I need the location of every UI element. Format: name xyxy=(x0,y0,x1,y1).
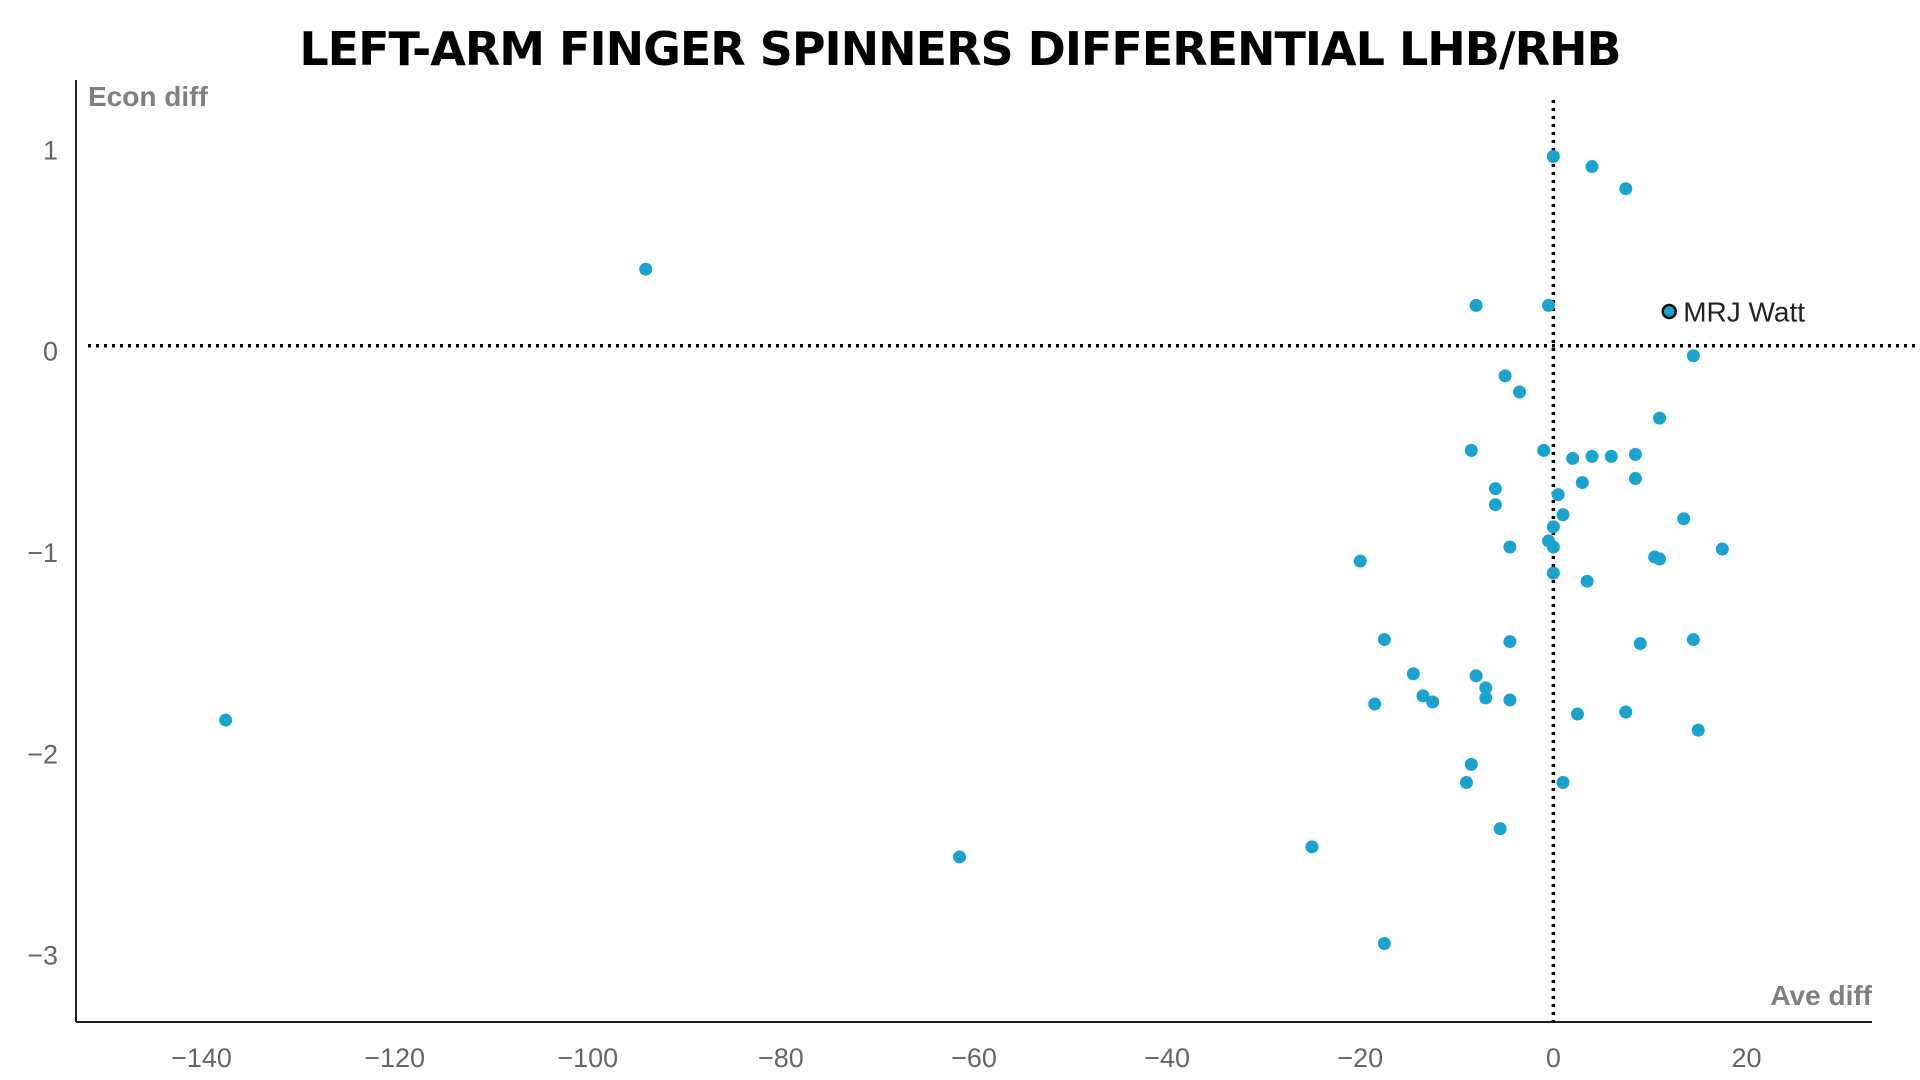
x-tick-label: 20 xyxy=(1731,1043,1761,1073)
data-point xyxy=(639,262,653,276)
data-point xyxy=(1464,757,1478,771)
data-point xyxy=(1546,520,1560,534)
data-point xyxy=(1570,707,1584,721)
x-tick-label: −20 xyxy=(1337,1043,1383,1073)
data-point xyxy=(1459,775,1473,789)
data-point xyxy=(1653,411,1667,425)
highlight-point xyxy=(1661,303,1677,320)
data-point xyxy=(1406,667,1420,681)
chart-title: LEFT-ARM FINGER SPINNERS DIFFERENTIAL LH… xyxy=(299,22,1621,76)
data-point xyxy=(219,713,233,727)
highlight-label: MRJ Watt xyxy=(1683,296,1805,327)
x-tick-label: −80 xyxy=(758,1043,804,1073)
data-point xyxy=(1585,160,1599,174)
data-point xyxy=(1585,449,1599,463)
x-tick-label: 0 xyxy=(1546,1043,1561,1073)
data-point xyxy=(1305,840,1319,854)
data-point xyxy=(1503,540,1517,554)
data-point xyxy=(1353,554,1367,568)
data-point xyxy=(1604,449,1618,463)
data-point xyxy=(1377,633,1391,647)
data-point xyxy=(1469,298,1483,312)
reference-lines xyxy=(88,100,1920,1022)
data-point xyxy=(1715,542,1729,556)
y-tick-label: −3 xyxy=(27,941,58,971)
y-tick-labels: 1 0 −1 −2 −3 xyxy=(27,135,58,970)
x-tick-label: −140 xyxy=(171,1043,232,1073)
data-point xyxy=(1479,681,1493,695)
y-tick-label: −2 xyxy=(27,739,58,769)
data-point xyxy=(1464,443,1478,457)
y-tick-label: −1 xyxy=(27,538,58,568)
data-point xyxy=(1503,693,1517,707)
data-point xyxy=(1691,723,1705,737)
y-tick-label: 1 xyxy=(43,135,58,165)
data-point xyxy=(1686,349,1700,363)
data-point xyxy=(1377,937,1391,950)
data-point xyxy=(1537,443,1551,457)
x-axis-title: Ave diff xyxy=(1770,980,1872,1011)
data-point xyxy=(1542,298,1556,312)
data-point xyxy=(1368,697,1382,711)
data-point xyxy=(1619,182,1633,196)
data-point xyxy=(1426,695,1440,709)
x-tick-label: −60 xyxy=(951,1043,997,1073)
x-tick-label: −40 xyxy=(1144,1043,1190,1073)
data-point xyxy=(1546,540,1560,554)
y-tick-label: 0 xyxy=(43,337,58,367)
data-point xyxy=(1503,635,1517,649)
data-point xyxy=(1493,822,1507,836)
data-point xyxy=(1686,633,1700,647)
data-points xyxy=(219,149,1729,950)
data-point xyxy=(1498,369,1512,383)
x-tick-labels: −140 −120 −100 −80 −60 −40 −20 0 20 xyxy=(171,1043,1761,1073)
data-point xyxy=(1479,691,1493,705)
data-point xyxy=(1653,552,1667,566)
data-point xyxy=(1628,472,1642,486)
data-point xyxy=(1488,498,1502,512)
data-point xyxy=(1677,512,1691,526)
data-point xyxy=(1416,689,1430,703)
highlighted-point: MRJ Watt xyxy=(1661,296,1805,327)
data-point xyxy=(1556,775,1570,789)
x-tick-label: −120 xyxy=(364,1043,425,1073)
data-point xyxy=(1566,451,1580,465)
y-axis-title: Econ diff xyxy=(88,81,208,112)
data-point xyxy=(1580,574,1594,588)
data-point xyxy=(1488,482,1502,496)
data-point xyxy=(1513,385,1527,399)
data-point xyxy=(1546,149,1560,163)
data-point xyxy=(1556,508,1570,522)
data-point xyxy=(1551,488,1565,502)
data-point xyxy=(1546,566,1560,580)
data-point xyxy=(1469,669,1483,683)
x-tick-label: −100 xyxy=(557,1043,618,1073)
data-point xyxy=(1628,447,1642,461)
data-point xyxy=(1633,637,1647,651)
data-point xyxy=(953,850,967,864)
data-point xyxy=(1619,705,1633,719)
data-point xyxy=(1575,476,1589,490)
